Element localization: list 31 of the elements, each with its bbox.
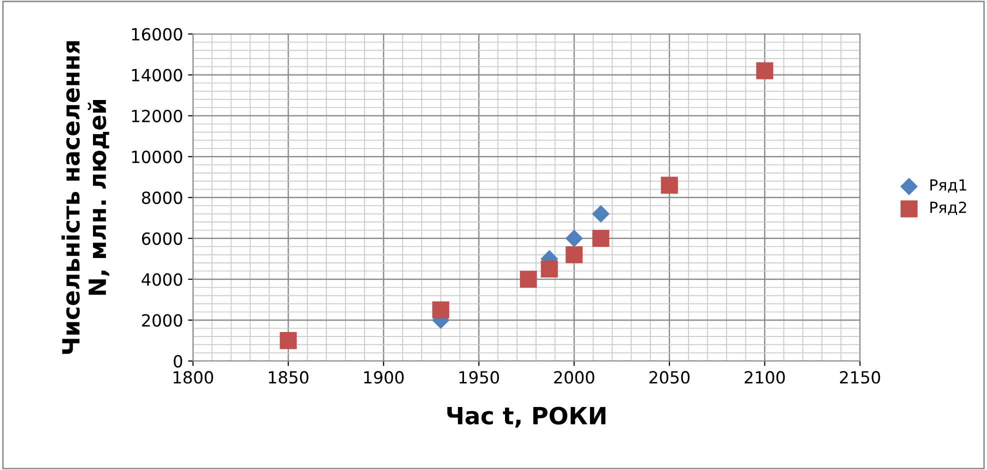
x-tick-label: 1900 <box>364 371 404 384</box>
y-tick-label: 2000 <box>142 314 182 327</box>
x-tick-label: 2000 <box>554 371 594 384</box>
point <box>540 260 558 278</box>
legend-label: Ряд1 <box>930 179 966 193</box>
y-axis-title: Чисельність населення N, млн. людей <box>62 41 110 354</box>
x-tick-label: 2100 <box>744 371 785 384</box>
y-tick-label: 8000 <box>142 191 182 204</box>
y-tick-label: 6000 <box>142 232 182 245</box>
x-tick-label: 1950 <box>459 371 499 384</box>
point <box>566 246 583 264</box>
point <box>280 332 297 350</box>
point <box>432 301 450 318</box>
y-tick-label: 12000 <box>132 110 182 122</box>
point <box>565 230 583 248</box>
x-tick-label: 2150 <box>840 371 880 384</box>
x-tick-label: 1800 <box>174 371 214 384</box>
point <box>592 230 610 247</box>
x-tick-label: 1850 <box>268 371 308 384</box>
legend-label: Ряд2 <box>930 202 966 216</box>
y-tick-label: 0 <box>174 354 182 368</box>
y-tick-label: 16000 <box>132 28 182 41</box>
x-axis-title: Час t, РОКИ <box>447 406 606 428</box>
point <box>660 176 678 194</box>
y-tick-label: 14000 <box>132 68 182 82</box>
point <box>756 62 774 80</box>
point <box>520 270 537 288</box>
y-tick-label: 10000 <box>132 150 182 164</box>
y-tick-label: 4000 <box>142 273 182 286</box>
x-tick-label: 2050 <box>649 371 690 384</box>
point <box>592 205 610 223</box>
